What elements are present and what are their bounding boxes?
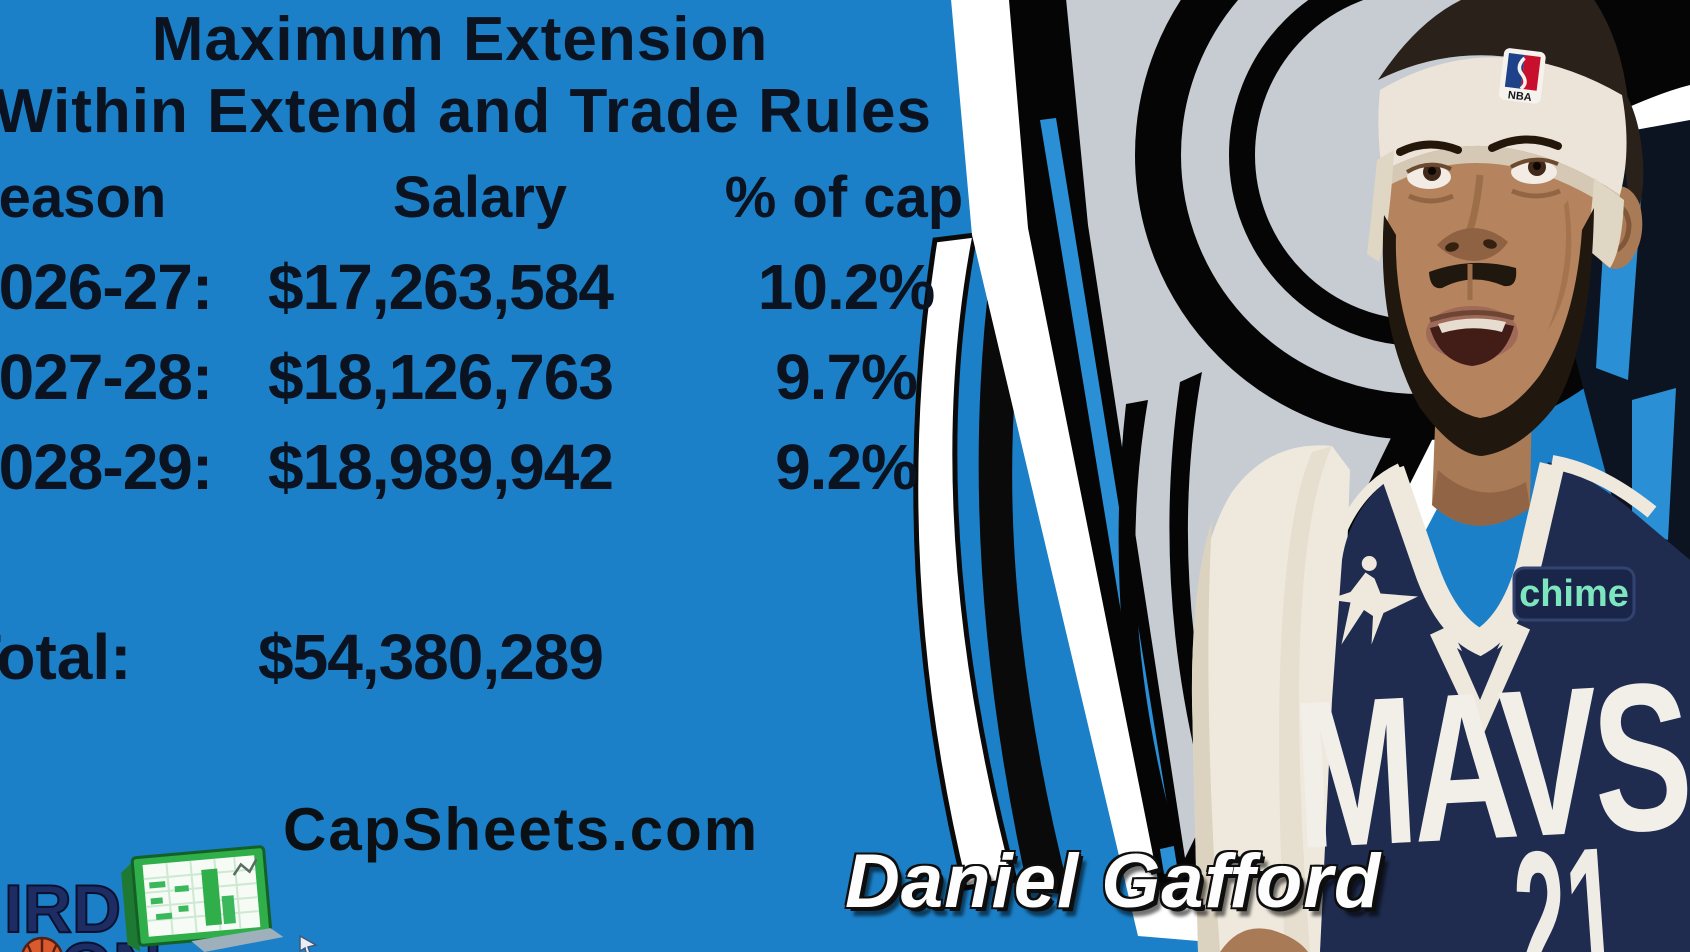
table-header-row: Season Salary % of cap (0, 164, 1060, 238)
table-row: 2027-28: $18,126,763 9.7% (0, 340, 1060, 414)
row-pct: 9.7% (775, 341, 918, 413)
player-mouth (1426, 264, 1518, 366)
spreadsheet-monitor-icon (121, 845, 284, 952)
nba-logo-text: NBA (1507, 89, 1532, 104)
player-head: NBA (1367, 0, 1644, 456)
jersey-number-text: 21 (1507, 805, 1626, 952)
total-label: Total: (0, 621, 132, 693)
player-nose (1437, 174, 1508, 261)
table-row: 2028-29: $18,989,942 9.2% (0, 430, 1060, 504)
poster-title-line1: Maximum Extension (151, 5, 769, 74)
row-salary: $18,126,763 (268, 341, 614, 413)
capsheets-site-text: CapSheets.com (283, 796, 760, 863)
player-sleeve (1191, 445, 1350, 952)
poster-title-line2: Within Extend and Trade Rules (0, 77, 932, 146)
player-hair (1378, 0, 1628, 100)
player-name-text: Daniel Gafford (845, 839, 1382, 924)
jersey-wordmark-text: MAVS (1288, 638, 1690, 893)
header-salary: Salary (392, 165, 568, 230)
row-salary: $18,989,942 (268, 431, 614, 503)
row-salary: $17,263,584 (268, 251, 614, 323)
row-season: 2027-28: (0, 341, 213, 413)
player-beard (1382, 208, 1594, 456)
table-row: 2026-27: $17,263,584 10.2% (0, 250, 1060, 324)
logo-feather-black (978, 270, 1070, 895)
row-season: 2028-29: (0, 431, 213, 503)
nba-logo-icon: NBA (1498, 48, 1546, 104)
mavericks-logo-and-player-art: chime MAVS 21 (913, 0, 1690, 952)
row-pct: 9.2% (775, 431, 918, 503)
row-pct: 10.2% (757, 251, 935, 323)
table-total-row: Total: $54,380,289 (0, 620, 1060, 694)
header-pct-of-cap: % of cap (724, 165, 964, 230)
total-salary: $54,380,289 (258, 621, 604, 693)
row-season: 2026-27: (0, 251, 213, 323)
basketball-icon (21, 936, 63, 952)
partial-podcast-logo-text-top: IRD (3, 870, 122, 948)
header-season: Season (0, 165, 167, 230)
player-eyes (1405, 157, 1561, 204)
jersey-vneck-trim (1430, 620, 1531, 742)
jumpman-icon (1328, 556, 1418, 645)
player-headband (1367, 57, 1627, 268)
cursor-icon (299, 934, 319, 952)
logo-feather-white (913, 232, 1019, 891)
jersey-sponsor-patch: chime (1512, 566, 1636, 622)
jersey-sponsor-text: chime (1519, 573, 1629, 615)
